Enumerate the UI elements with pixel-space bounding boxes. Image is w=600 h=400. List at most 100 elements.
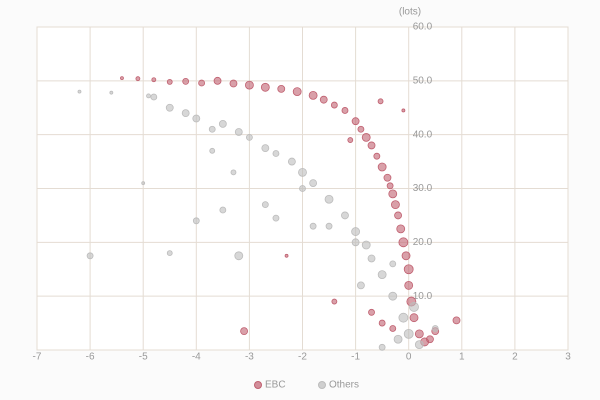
- data-point: [331, 298, 338, 305]
- data-point: [150, 93, 158, 101]
- legend-marker: [318, 381, 326, 389]
- data-point: [377, 270, 387, 280]
- data-point: [109, 90, 114, 95]
- data-point: [261, 144, 270, 153]
- data-point: [394, 211, 402, 220]
- data-point: [431, 325, 439, 332]
- x-tick-label: 2: [512, 352, 518, 363]
- y-tick-label: 30.0: [413, 183, 433, 194]
- data-point: [151, 77, 157, 83]
- data-point: [414, 329, 424, 339]
- x-tick-label: -5: [139, 352, 148, 363]
- data-point: [192, 217, 200, 225]
- data-point: [234, 251, 244, 261]
- data-point: [347, 137, 354, 143]
- data-point: [409, 302, 419, 312]
- legend-label: EBC: [265, 380, 286, 391]
- data-point: [298, 167, 307, 177]
- data-point: [77, 89, 82, 94]
- data-point: [245, 133, 253, 141]
- data-point: [308, 90, 318, 100]
- data-point: [325, 222, 333, 230]
- data-point: [398, 312, 409, 323]
- data-point: [351, 227, 361, 236]
- data-point: [166, 250, 173, 257]
- data-point: [219, 206, 227, 214]
- x-tick-label: -3: [245, 352, 254, 363]
- data-point: [230, 169, 237, 176]
- x-tick-label: -6: [86, 352, 95, 363]
- data-point: [330, 101, 338, 109]
- data-point: [260, 82, 270, 92]
- data-point: [277, 85, 286, 93]
- data-point: [135, 76, 141, 82]
- data-point: [192, 114, 201, 123]
- x-tick-label: 0: [406, 352, 412, 363]
- y-axis-label: (lots): [399, 7, 421, 18]
- data-point: [284, 253, 289, 258]
- data-point: [403, 264, 414, 275]
- data-point: [165, 103, 174, 112]
- data-point: [403, 328, 414, 339]
- data-point: [378, 319, 386, 327]
- data-point: [208, 125, 216, 133]
- data-point: [393, 334, 403, 344]
- data-point: [182, 77, 190, 85]
- data-point: [146, 93, 151, 99]
- data-point: [357, 125, 365, 133]
- data-point: [398, 237, 409, 248]
- data-point: [388, 189, 398, 199]
- data-point: [261, 201, 269, 209]
- data-point: [309, 179, 318, 188]
- data-point: [272, 214, 280, 222]
- data-point: [373, 152, 381, 160]
- data-point: [229, 79, 238, 88]
- data-point: [181, 109, 190, 118]
- y-tick-label: 10.0: [413, 291, 433, 302]
- data-point: [389, 260, 397, 268]
- data-point: [309, 222, 317, 230]
- data-point: [341, 107, 349, 114]
- data-point: [389, 325, 397, 332]
- data-point: [357, 281, 365, 290]
- data-point: [86, 252, 94, 260]
- data-point: [404, 280, 414, 290]
- data-point: [244, 80, 254, 90]
- data-point: [396, 224, 406, 234]
- data-point: [401, 108, 406, 113]
- data-point: [401, 251, 411, 261]
- data-point: [324, 194, 334, 204]
- data-point: [234, 128, 243, 136]
- x-tick-label: -4: [192, 352, 201, 363]
- data-point: [351, 117, 360, 126]
- data-point: [368, 308, 375, 316]
- data-point: [218, 120, 227, 128]
- x-tick-label: -7: [33, 352, 42, 363]
- data-point: [361, 132, 371, 142]
- data-point: [452, 316, 461, 325]
- y-tick-label: 50.0: [413, 75, 433, 86]
- data-point: [209, 147, 216, 154]
- data-point: [377, 162, 387, 172]
- data-point: [351, 238, 360, 247]
- data-point: [240, 327, 248, 336]
- data-point: [386, 182, 394, 190]
- data-point: [377, 98, 384, 105]
- data-point: [383, 173, 392, 182]
- x-tick-label: 3: [565, 352, 571, 363]
- y-tick-label: 40.0: [413, 129, 433, 140]
- x-tick-label: -1: [351, 352, 360, 363]
- data-point: [367, 254, 376, 263]
- data-point: [272, 150, 280, 157]
- data-point: [378, 343, 386, 351]
- x-tick-label: -2: [298, 352, 307, 363]
- legend-marker: [254, 381, 262, 389]
- data-point: [141, 181, 146, 186]
- data-point: [409, 313, 419, 323]
- data-point: [292, 87, 302, 96]
- data-point: [414, 340, 424, 350]
- y-tick-label: 60.0: [413, 22, 433, 33]
- data-point: [388, 291, 398, 301]
